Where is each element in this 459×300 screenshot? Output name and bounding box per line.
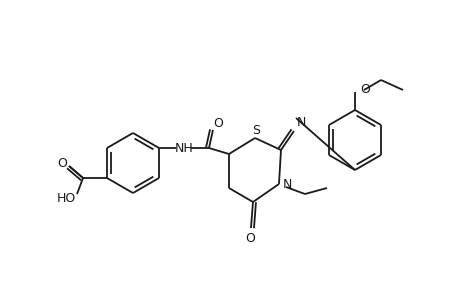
Text: S: S bbox=[252, 124, 259, 136]
Text: HO: HO bbox=[56, 191, 75, 205]
Text: N: N bbox=[296, 116, 305, 128]
Text: O: O bbox=[57, 157, 67, 169]
Text: NH: NH bbox=[174, 142, 193, 154]
Text: O: O bbox=[213, 116, 223, 130]
Text: O: O bbox=[359, 82, 369, 95]
Text: N: N bbox=[282, 178, 291, 190]
Text: O: O bbox=[245, 232, 254, 244]
